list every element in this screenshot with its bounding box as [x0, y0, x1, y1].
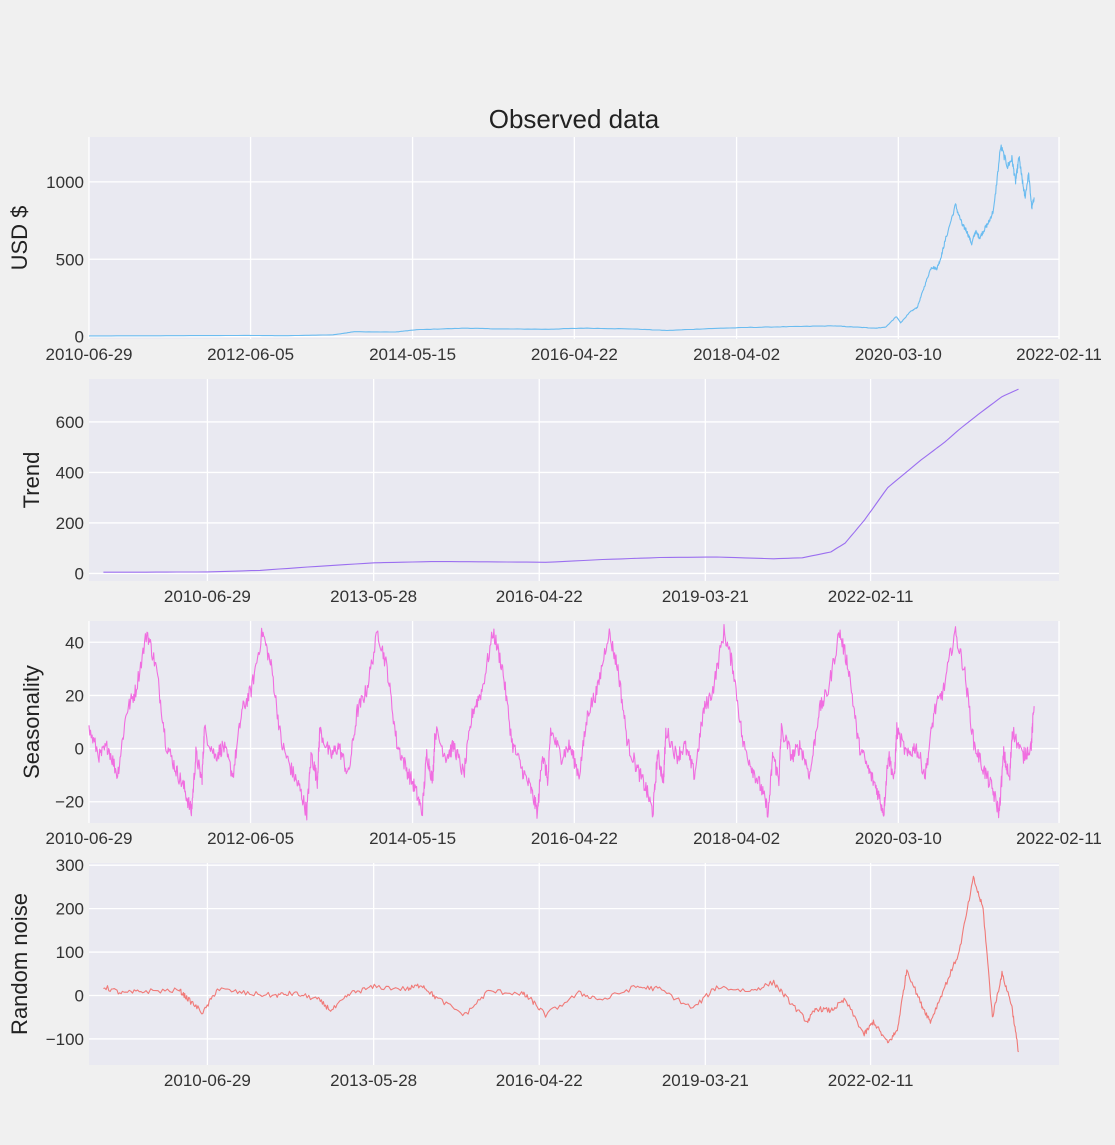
x-tick-label: 2020-03-10 [855, 829, 942, 848]
x-tick-label: 2022-02-11 [1016, 345, 1102, 364]
y-axis-label: Random noise [7, 893, 32, 1035]
x-tick-label: 2010-06-29 [46, 345, 133, 364]
y-axis-label: USD $ [7, 206, 32, 271]
x-tick-label: 2010-06-29 [46, 829, 133, 848]
y-tick-label: 400 [56, 463, 84, 482]
x-tick-label: 2014-05-15 [369, 345, 456, 364]
random-noise-panel: −100 0 100 200 300 2010-06-29 2013-05-28 2016-0… [7, 856, 1059, 1090]
y-tick-label: 40 [65, 633, 84, 652]
series-line-random_noise [103, 875, 1019, 1053]
x-tick-label: 2013-05-28 [330, 1071, 417, 1090]
y-tick-label: 20 [65, 686, 84, 705]
x-tick-label: 2022-02-11 [828, 1071, 914, 1090]
x-tick-label: 2022-02-11 [828, 587, 914, 606]
y-tick-label: 300 [56, 856, 84, 875]
y-axis-label: Seasonality [19, 665, 44, 779]
x-tick-label: 2020-03-10 [855, 345, 942, 364]
observed-panel: 0 500 1000 2010-06-29 2012-06-05 2014-05-15 20… [7, 137, 1102, 364]
x-tick-label: 2013-05-28 [330, 587, 417, 606]
x-tick-label: 2016-04-22 [496, 587, 583, 606]
x-tick-label: 2018-04-02 [693, 345, 780, 364]
y-tick-label: 0 [75, 740, 84, 759]
x-tick-label: 2016-04-22 [496, 1071, 583, 1090]
x-tick-label: 2022-02-11 [1016, 829, 1102, 848]
y-tick-label: −100 [46, 1030, 84, 1049]
y-tick-label: 200 [56, 514, 84, 533]
x-tick-label: 2010-06-29 [164, 587, 251, 606]
y-tick-label: 1000 [46, 173, 84, 192]
x-tick-label: 2014-05-15 [369, 829, 456, 848]
y-tick-label: −20 [55, 793, 84, 812]
y-tick-label: 200 [56, 900, 84, 919]
plot-area [89, 379, 1059, 581]
y-tick-label: 600 [56, 413, 84, 432]
series-line-observed [89, 144, 1035, 337]
x-tick-label: 2012-06-05 [207, 829, 294, 848]
x-tick-label: 2016-04-22 [531, 829, 618, 848]
x-tick-label: 2019-03-21 [662, 587, 749, 606]
series-line-seasonality [88, 623, 1035, 821]
x-tick-label: 2016-04-22 [531, 345, 618, 364]
y-tick-label: 0 [75, 328, 84, 347]
y-tick-label: 0 [75, 986, 84, 1005]
y-tick-label: 500 [56, 250, 84, 269]
trend-panel: 0 200 400 600 2010-06-29 2013-05-28 2016-04-22… [19, 379, 1059, 606]
series-line-trend [103, 388, 1019, 573]
figure-title: Observed data [489, 104, 660, 134]
x-tick-label: 2019-03-21 [662, 1071, 749, 1090]
y-tick-label: 100 [56, 943, 84, 962]
x-tick-label: 2018-04-02 [693, 829, 780, 848]
x-tick-label: 2010-06-29 [164, 1071, 251, 1090]
y-axis-label: Trend [19, 452, 44, 509]
plot-area [89, 863, 1059, 1065]
seasonality-panel: −20 0 20 40 2010-06-29 2012-06-05 2014-05-15 20… [19, 621, 1102, 848]
y-tick-label: 0 [75, 564, 84, 583]
x-tick-label: 2012-06-05 [207, 345, 294, 364]
